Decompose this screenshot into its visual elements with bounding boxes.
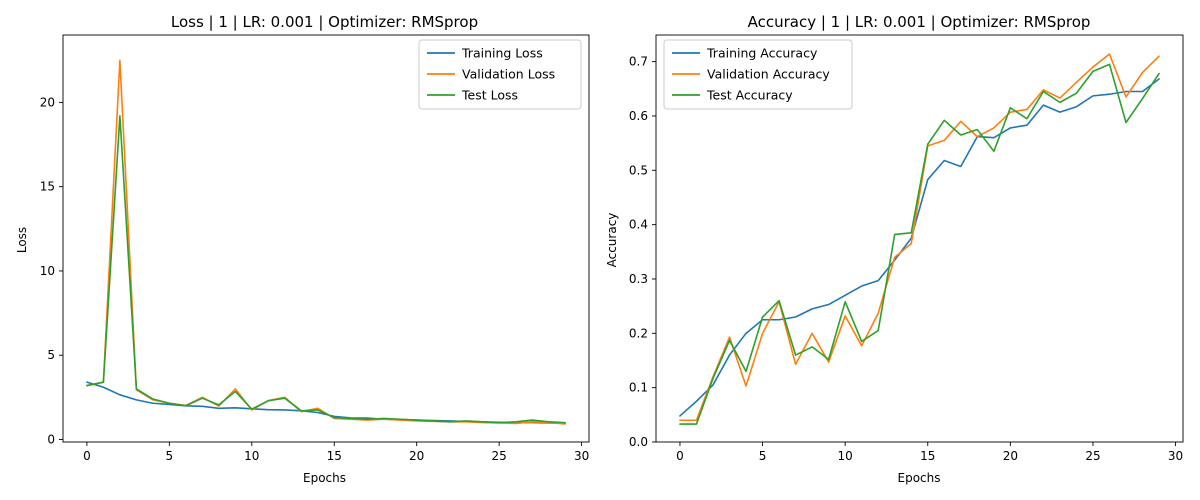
accuracy-x-tick-label: 10 [838,449,853,463]
loss-legend-label-3: Test Loss [461,88,518,103]
accuracy-x-tick-label: 0 [676,449,684,463]
loss-x-tick-label: 30 [574,449,589,463]
loss-y-tick-label: 10 [40,264,55,278]
accuracy-y-tick-label: 0.1 [629,381,648,395]
accuracy-x-tick-label: 5 [759,449,767,463]
loss-legend-label-1: Training Loss [461,46,543,61]
loss-x-tick-label: 15 [327,449,342,463]
accuracy-x-tick-label: 20 [1003,449,1018,463]
loss-x-tick-label: 10 [244,449,259,463]
accuracy-legend: Training Accuracy Validation Accuracy Test… [663,39,853,110]
accuracy-y-tick-label: 0.3 [629,272,648,286]
loss-plot-frame [62,34,590,443]
loss-y-axis-label: Loss [15,227,29,253]
accuracy-legend-label-1: Training Accuracy [706,46,818,61]
accuracy-ticks: 0 5 10 15 20 25 30 0.0 0.1 0.2 0.3 0.4 0.5 0.6 0.7 [629,55,1183,463]
accuracy-y-tick-label: 0.7 [629,55,648,69]
accuracy-y-tick-label: 0.6 [629,109,648,123]
loss-x-tick-label: 20 [409,449,424,463]
accuracy-chart-title: Accuracy | 1 | LR: 0.001 | Optimizer: RM… [748,13,1091,31]
accuracy-y-tick-label: 0.4 [629,218,648,232]
accuracy-chart: Accuracy | 1 | LR: 0.001 | Optimizer: RM… [605,13,1184,485]
accuracy-x-tick-label: 30 [1168,449,1183,463]
accuracy-legend-box [663,39,853,110]
loss-ticks: 0 5 10 15 20 25 30 0 5 10 15 20 [40,95,590,463]
accuracy-legend-label-3: Test Accuracy [706,88,793,103]
loss-chart-title: Loss | 1 | LR: 0.001 | Optimizer: RMSpro… [171,13,478,31]
loss-x-tick-label: 0 [83,449,91,463]
accuracy-series-line-1 [679,78,1160,417]
loss-y-tick-label: 20 [40,95,55,109]
accuracy-plot-frame [655,34,1184,443]
loss-chart: Loss | 1 | LR: 0.001 | Optimizer: RMSpro… [15,13,590,485]
loss-series-line-3 [86,115,566,424]
accuracy-x-tick-label: 15 [920,449,935,463]
loss-x-axis-label: Epochs [303,471,346,485]
loss-x-tick-label: 5 [166,449,174,463]
loss-y-tick-label: 15 [40,180,55,194]
accuracy-y-tick-label: 0.0 [629,435,648,449]
accuracy-x-axis-label: Epochs [898,471,941,485]
loss-legend: Training Loss Validation Loss Test Loss [418,39,582,110]
loss-x-tick-label: 25 [491,449,506,463]
accuracy-lines [679,53,1160,425]
accuracy-y-tick-label: 0.2 [629,326,648,340]
accuracy-legend-label-2: Validation Accuracy [707,67,830,82]
loss-legend-label-2: Validation Loss [462,67,555,82]
loss-lines [86,59,566,425]
accuracy-series-line-2 [679,53,1160,422]
loss-legend-box [418,39,582,110]
accuracy-y-axis-label: Accuracy [605,213,619,268]
accuracy-x-tick-label: 25 [1085,449,1100,463]
accuracy-series-line-3 [679,63,1160,425]
accuracy-y-tick-label: 0.5 [629,163,648,177]
loss-y-tick-label: 5 [47,348,55,362]
loss-y-tick-label: 0 [47,432,55,446]
